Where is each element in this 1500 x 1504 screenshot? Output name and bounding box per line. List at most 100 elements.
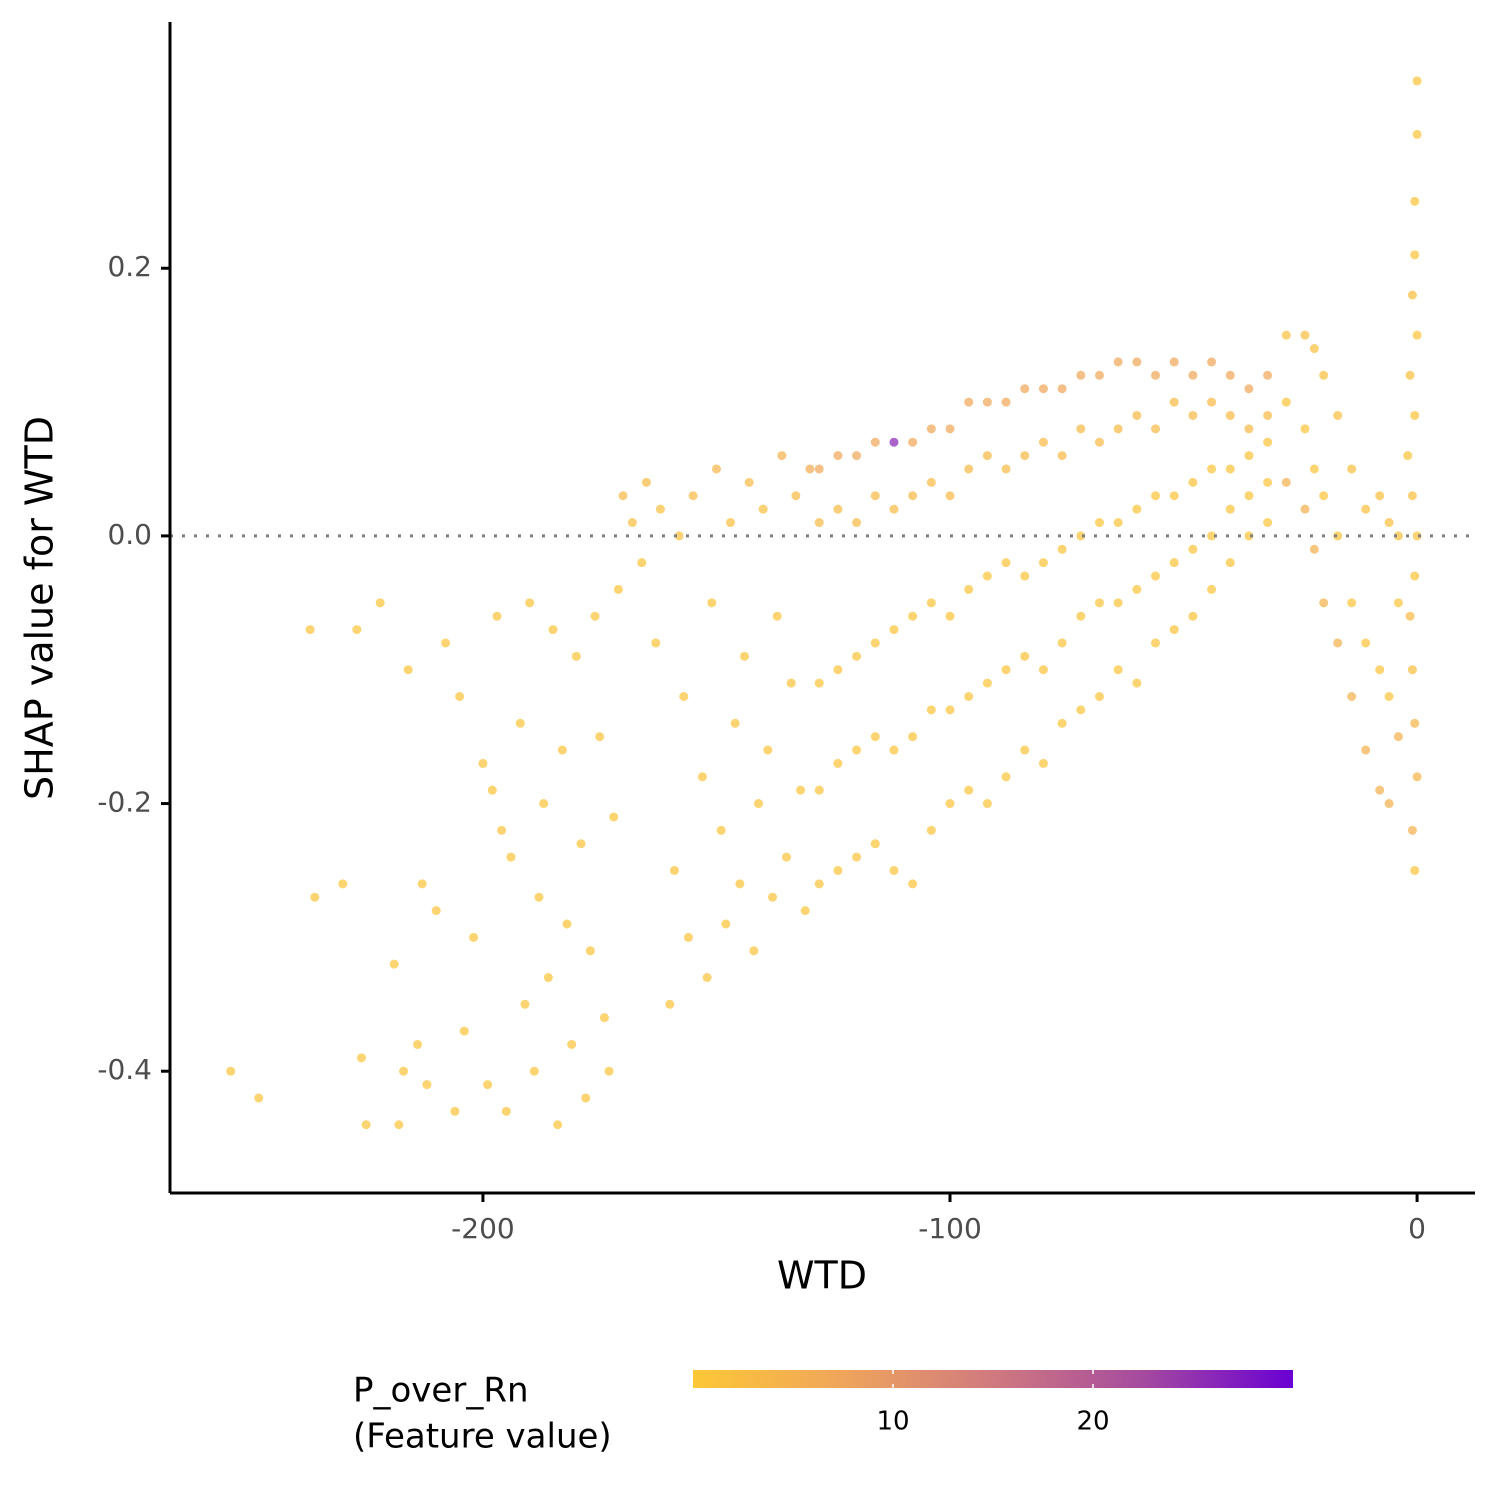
point	[1188, 477, 1198, 487]
point	[1263, 477, 1273, 487]
point	[557, 745, 567, 755]
point	[1410, 250, 1420, 260]
point	[964, 785, 974, 795]
point	[1333, 638, 1343, 648]
point	[1244, 451, 1254, 461]
point	[1038, 384, 1048, 394]
point	[754, 799, 764, 809]
colorbar-title: P_over_Rn	[353, 1371, 529, 1411]
point	[1384, 518, 1394, 528]
point	[1244, 424, 1254, 434]
x-tick-label: -200	[451, 1212, 515, 1245]
point	[1207, 397, 1217, 407]
point	[1263, 410, 1273, 420]
point	[1300, 330, 1310, 340]
point	[1405, 611, 1415, 621]
point	[1020, 571, 1030, 581]
point	[254, 1093, 264, 1103]
point	[1169, 357, 1179, 367]
point	[1020, 384, 1030, 394]
point	[567, 1039, 577, 1049]
points	[226, 76, 1422, 1130]
point	[1001, 464, 1011, 474]
point	[870, 638, 880, 648]
point	[1319, 491, 1329, 501]
point	[1113, 357, 1123, 367]
point	[1244, 384, 1254, 394]
point	[721, 919, 731, 929]
x-tick-label: -100	[918, 1212, 982, 1245]
point	[576, 839, 586, 849]
point	[1412, 531, 1422, 541]
point	[964, 397, 974, 407]
point	[1038, 437, 1048, 447]
point	[1393, 531, 1403, 541]
point	[1347, 464, 1357, 474]
point	[926, 598, 936, 608]
point	[852, 651, 862, 661]
point	[1347, 691, 1357, 701]
point	[1361, 745, 1371, 755]
y-axis-title: SHAP value for WTD	[18, 416, 62, 800]
point	[1225, 558, 1235, 568]
point	[945, 611, 955, 621]
point	[483, 1080, 493, 1090]
y-tick-label: -0.2	[97, 786, 152, 819]
point	[506, 852, 516, 862]
point	[1132, 584, 1142, 594]
point	[1057, 544, 1067, 554]
point	[674, 531, 684, 541]
point	[497, 825, 507, 835]
point	[870, 491, 880, 501]
point	[641, 477, 651, 487]
point	[768, 892, 778, 902]
point	[1225, 370, 1235, 380]
point	[422, 1080, 432, 1090]
point	[1412, 76, 1422, 86]
point	[945, 705, 955, 715]
point	[1225, 464, 1235, 474]
point	[1113, 598, 1123, 608]
x-tick-label: 0	[1408, 1212, 1426, 1245]
point	[870, 437, 880, 447]
point	[1412, 330, 1422, 340]
point	[585, 946, 595, 956]
point	[1300, 424, 1310, 434]
point	[782, 852, 792, 862]
point	[1410, 196, 1420, 206]
point	[870, 839, 880, 849]
point	[744, 477, 754, 487]
point	[1020, 651, 1030, 661]
point	[1403, 451, 1413, 461]
point	[982, 799, 992, 809]
point	[805, 464, 815, 474]
point	[1076, 424, 1086, 434]
point	[1113, 518, 1123, 528]
point	[529, 1066, 539, 1076]
point	[1263, 437, 1273, 447]
point	[688, 491, 698, 501]
point	[459, 1026, 469, 1036]
point	[310, 892, 320, 902]
point	[982, 397, 992, 407]
point	[814, 879, 824, 889]
point	[431, 906, 441, 916]
point	[772, 611, 782, 621]
point	[1263, 518, 1273, 528]
point	[417, 879, 427, 889]
point	[1412, 129, 1422, 139]
point	[399, 1066, 409, 1076]
point	[964, 464, 974, 474]
point	[1057, 384, 1067, 394]
point	[1309, 344, 1319, 354]
point	[1207, 584, 1217, 594]
point	[651, 638, 661, 648]
point	[1281, 330, 1291, 340]
point	[702, 973, 712, 983]
point	[1038, 665, 1048, 675]
point	[1020, 451, 1030, 461]
point	[749, 946, 759, 956]
point	[1169, 397, 1179, 407]
point	[964, 584, 974, 594]
